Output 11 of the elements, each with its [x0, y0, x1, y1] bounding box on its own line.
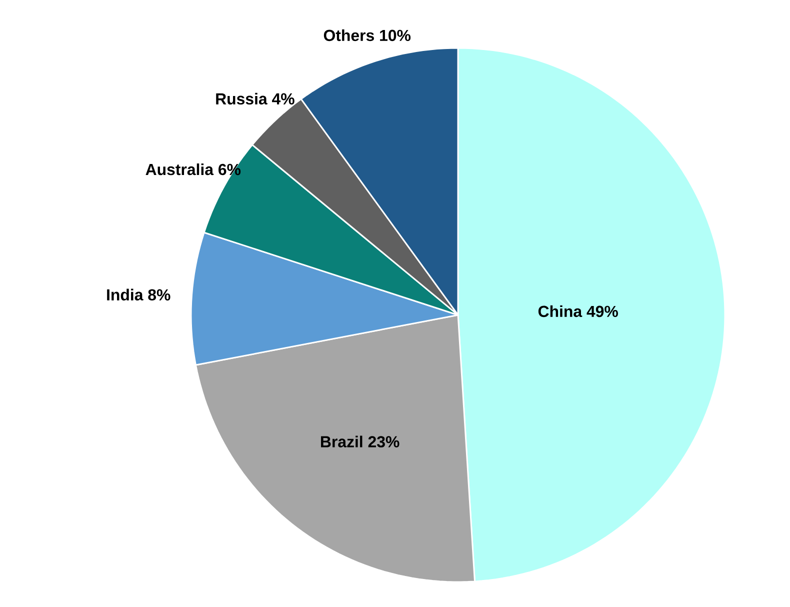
data-label: 8%: [148, 289, 170, 300]
data-label: 4%: [272, 93, 294, 105]
slice-label: China: [538, 305, 582, 318]
data-label: 23%: [368, 436, 400, 448]
slice-label: Brazil: [321, 436, 362, 448]
slice-label: Russia: [216, 92, 268, 105]
slice-label: India: [107, 288, 144, 300]
data-label: 49%: [586, 306, 618, 318]
data-label: 10%: [380, 30, 411, 42]
slice-label: Others: [324, 29, 374, 42]
slice-label: Australia: [146, 163, 214, 176]
